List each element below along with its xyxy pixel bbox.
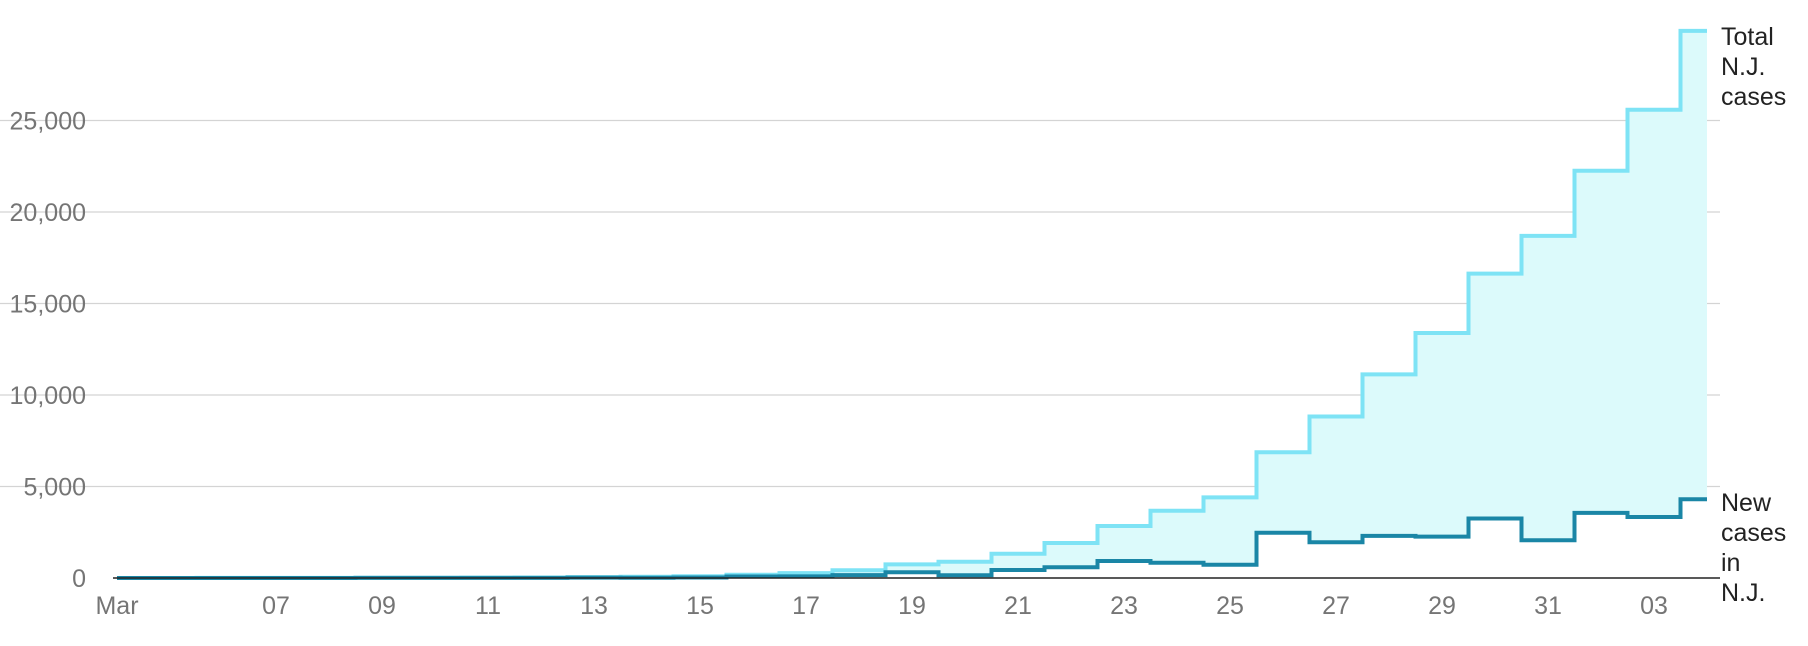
series-labels: Total N.J. cases New cases in N.J. [1721,23,1786,607]
y-tick-label: 20,000 [10,199,86,227]
x-tick-label: Mar [95,592,138,620]
y-tick-label: 5,000 [23,474,86,502]
x-tick-label: 23 [1110,592,1138,620]
x-tick-label: 21 [1004,592,1032,620]
x-tick-label: 31 [1534,592,1562,620]
x-tick-label: 15 [686,592,714,620]
x-tick-label: 27 [1322,592,1350,620]
y-axis: 0 5,000 10,000 15,000 20,000 25,000 [10,108,86,594]
x-tick-label: 11 [475,592,501,620]
y-tick-label: 25,000 [10,108,86,136]
x-axis: Mar 07 09 11 13 15 17 19 21 23 25 27 29 31 03 [95,592,1667,620]
x-tick-label: 13 [580,592,608,620]
y-tick-label: 0 [72,565,86,593]
x-tick-label: 03 [1640,592,1668,620]
x-tick-label: 07 [262,592,290,620]
series-label: Total N.J. cases [1721,23,1786,111]
x-tick-label: 19 [898,592,926,620]
y-tick-label: 10,000 [10,382,86,410]
x-tick-label: 17 [792,592,820,620]
x-tick-label: 29 [1428,592,1456,620]
x-tick-label: 25 [1216,592,1244,620]
y-tick-label: 15,000 [10,291,86,319]
series-label: New cases in N.J. [1721,489,1786,607]
x-tick-label: 09 [368,592,396,620]
